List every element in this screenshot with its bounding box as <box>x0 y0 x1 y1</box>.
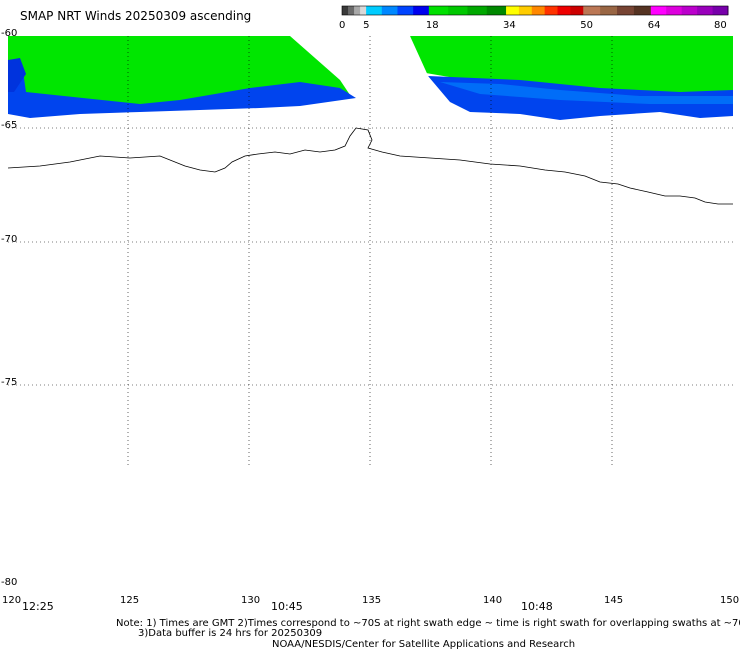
longitude-label: 150 <box>720 595 740 606</box>
colorbar-swatch <box>486 6 507 15</box>
colorbar-swatch <box>600 6 618 15</box>
latitude-label: -60 <box>1 28 18 39</box>
colorbar-swatch <box>467 6 488 15</box>
note-line-2: 3)Data buffer is 24 hrs for 20250309 <box>138 628 323 639</box>
colorbar-swatch <box>381 6 398 15</box>
longitude-label: 135 <box>362 595 382 606</box>
colorbar-frame <box>341 5 729 16</box>
colorbar-swatch <box>348 6 355 15</box>
graticule <box>8 36 733 465</box>
swath-gap <box>393 36 440 104</box>
colorbar-swatch <box>342 6 349 15</box>
longitude-label: 120 <box>2 595 22 606</box>
colorbar-swatch <box>570 6 584 15</box>
colorbar-swatch <box>448 6 468 15</box>
map-title: SMAP NRT Winds 20250309 ascending <box>20 9 252 23</box>
colorbar-swatch <box>557 6 571 15</box>
colorbar-label: 80 <box>714 20 727 31</box>
credit-line: NOAA/NESDIS/Center for Satellite Applica… <box>272 639 576 650</box>
longitude-label: 140 <box>483 595 503 606</box>
swath-left-blue <box>8 60 356 118</box>
colorbar-swatch <box>583 6 601 15</box>
colorbar-swatch <box>428 6 449 15</box>
colorbar-label: 5 <box>363 20 370 31</box>
colorbar-label: 34 <box>503 20 516 31</box>
latitude-label: -75 <box>1 377 18 388</box>
colorbar-swatch <box>666 6 683 15</box>
colorbar-swatch <box>712 6 729 15</box>
swath-left-blue-edge <box>8 58 26 92</box>
colorbar-swatch <box>617 6 635 15</box>
colorbar-swatch <box>366 6 383 15</box>
colorbar-label: 50 <box>580 20 593 31</box>
colorbar-swatch <box>650 6 667 15</box>
time-label-2: 10:45 <box>271 600 303 613</box>
colorbar-swatch <box>633 6 652 15</box>
colorbar-swatch <box>397 6 414 15</box>
colorbar-swatch <box>544 6 559 15</box>
colorbar-swatch <box>518 6 533 15</box>
longitude-label: 125 <box>120 595 140 606</box>
latitude-label: -80 <box>1 577 18 588</box>
colorbar <box>341 5 729 16</box>
colorbar-swatch <box>531 6 546 15</box>
time-label-1: 12:25 <box>22 600 54 613</box>
longitude-label: 145 <box>604 595 624 606</box>
colorbar-swatch <box>413 6 430 15</box>
colorbar-swatch <box>506 6 520 15</box>
colorbar-swatch <box>354 6 361 15</box>
latitude-label: -65 <box>1 120 18 131</box>
note-line-1: Note: 1) Times are GMT 2)Times correspon… <box>116 618 740 629</box>
colorbar-label: 18 <box>425 20 439 31</box>
colorbar-label: 64 <box>647 20 661 31</box>
colorbar-swatch <box>697 6 714 15</box>
colorbar-label: 0 <box>339 20 346 31</box>
swath-right-blue-light <box>440 82 733 104</box>
antarctic-coastline <box>7 127 733 205</box>
colorbar-swatch <box>681 6 698 15</box>
time-label-3: 10:48 <box>521 600 553 613</box>
colorbar-swatch <box>360 6 367 15</box>
longitude-label: 130 <box>241 595 261 606</box>
colorbar-swatches <box>342 6 729 15</box>
latitude-label: -70 <box>1 234 18 245</box>
